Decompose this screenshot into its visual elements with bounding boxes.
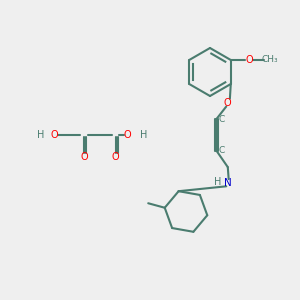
Text: C: C — [219, 115, 225, 124]
Text: H: H — [140, 130, 147, 140]
Text: H: H — [214, 177, 222, 187]
Text: O: O — [246, 55, 253, 65]
Text: C: C — [219, 146, 225, 155]
Text: CH₃: CH₃ — [261, 56, 278, 64]
Text: H: H — [37, 130, 44, 140]
Text: O: O — [112, 152, 119, 162]
Text: O: O — [80, 152, 88, 162]
Text: O: O — [224, 98, 232, 108]
Text: O: O — [50, 130, 58, 140]
Text: O: O — [124, 130, 131, 140]
Text: N: N — [224, 178, 232, 188]
